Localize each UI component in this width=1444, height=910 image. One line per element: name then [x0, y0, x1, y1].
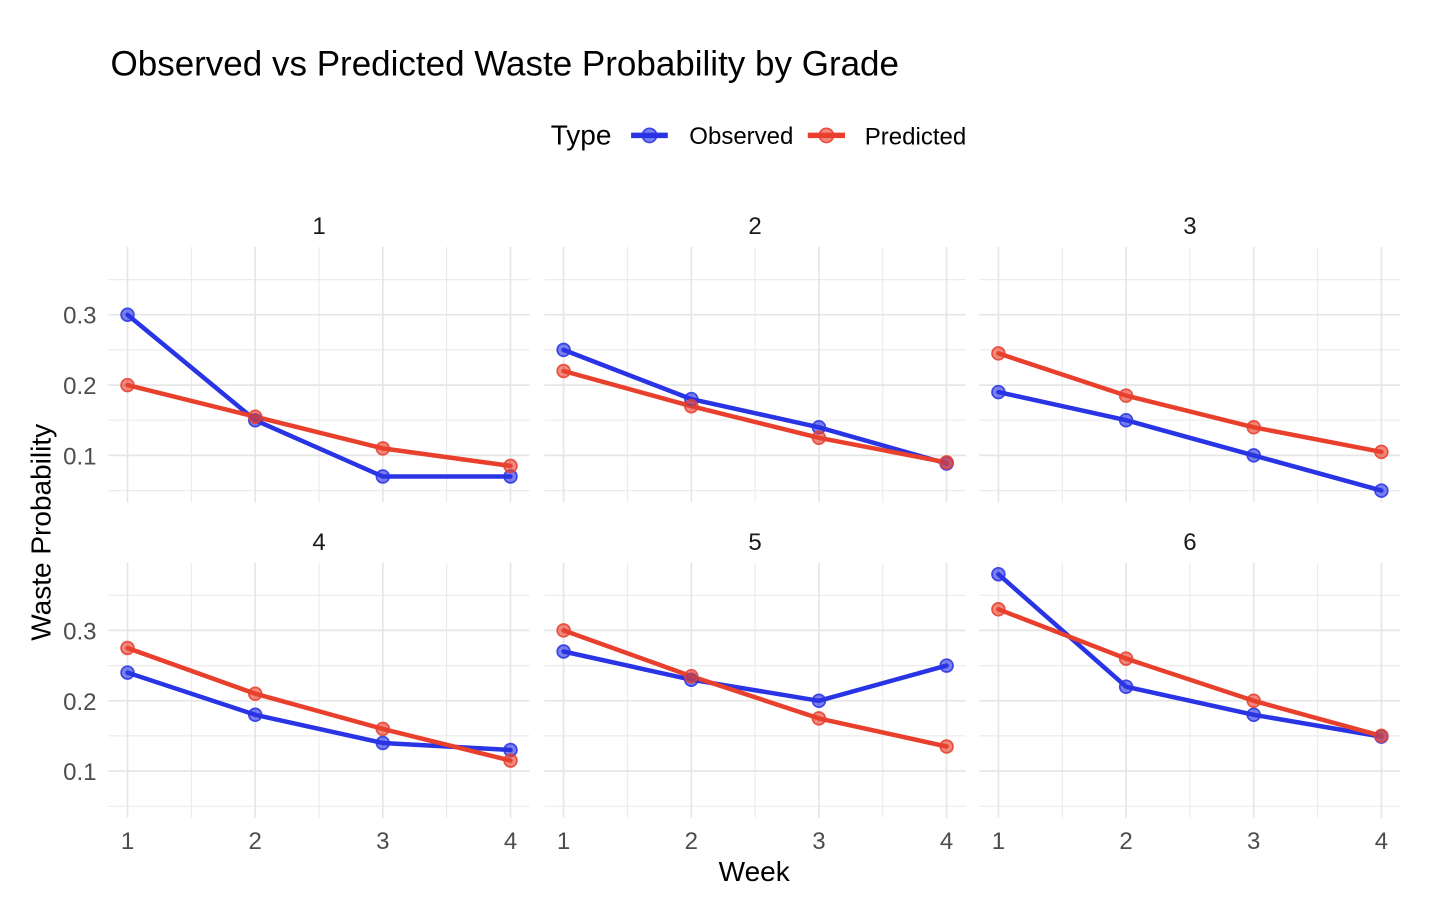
svg-text:2: 2: [685, 828, 698, 855]
svg-text:3: 3: [1247, 828, 1260, 855]
svg-text:4: 4: [504, 828, 517, 855]
svg-text:3: 3: [1183, 213, 1196, 240]
svg-text:Waste Probability: Waste Probability: [26, 424, 57, 641]
svg-text:1: 1: [557, 828, 570, 855]
svg-text:1: 1: [121, 828, 134, 855]
svg-text:2: 2: [748, 213, 761, 240]
svg-text:Observed: Observed: [689, 123, 793, 150]
svg-text:Observed vs Predicted Waste Pr: Observed vs Predicted Waste Probability …: [111, 45, 900, 84]
svg-text:3: 3: [812, 828, 825, 855]
svg-text:0.2: 0.2: [63, 373, 96, 400]
svg-text:0.3: 0.3: [63, 303, 96, 330]
svg-text:3: 3: [376, 828, 389, 855]
svg-text:0.1: 0.1: [63, 443, 96, 470]
svg-text:1: 1: [312, 213, 325, 240]
svg-text:0.3: 0.3: [63, 618, 96, 645]
svg-text:Week: Week: [719, 856, 791, 887]
svg-text:2: 2: [249, 828, 262, 855]
svg-text:4: 4: [312, 529, 325, 556]
svg-text:1: 1: [992, 828, 1005, 855]
svg-text:5: 5: [748, 529, 761, 556]
svg-text:0.1: 0.1: [63, 759, 96, 786]
svg-text:6: 6: [1183, 529, 1196, 556]
svg-text:2: 2: [1119, 828, 1132, 855]
svg-text:Predicted: Predicted: [865, 123, 966, 150]
svg-text:4: 4: [940, 828, 953, 855]
svg-text:0.2: 0.2: [63, 689, 96, 716]
svg-text:Type: Type: [551, 119, 612, 150]
svg-text:4: 4: [1375, 828, 1388, 855]
